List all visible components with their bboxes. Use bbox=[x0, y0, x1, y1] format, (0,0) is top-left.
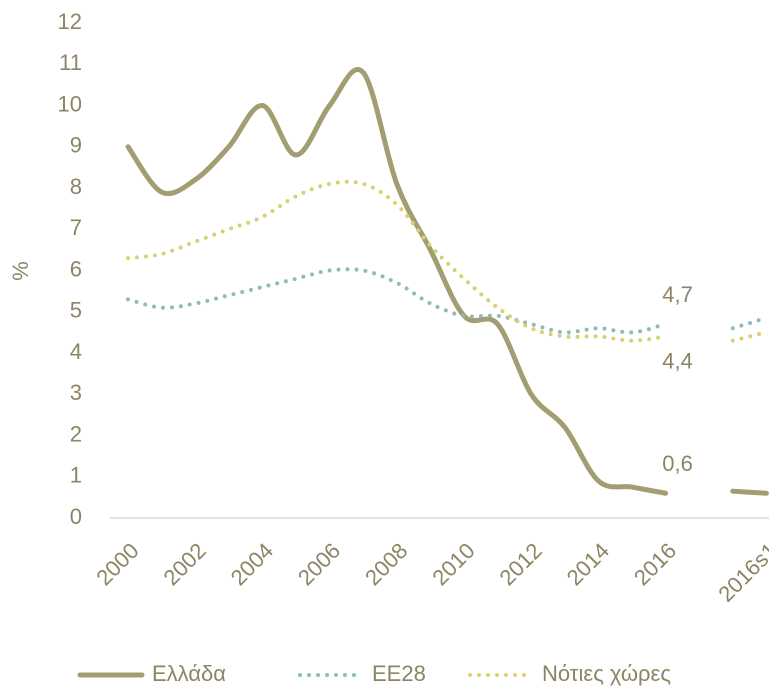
x-tick-label: 2006 bbox=[293, 538, 345, 590]
y-tick-label: 3 bbox=[70, 380, 82, 405]
x-tick-label: 2010 bbox=[427, 538, 479, 590]
y-axis-label: % bbox=[8, 261, 33, 281]
y-tick-label: 10 bbox=[58, 91, 82, 116]
series-line bbox=[126, 267, 769, 335]
y-tick-label: 5 bbox=[70, 298, 82, 323]
y-tick-label: 8 bbox=[70, 174, 82, 199]
series-line bbox=[125, 67, 769, 496]
y-tick-label: 0 bbox=[70, 504, 82, 529]
legend-label: Ελλάδα bbox=[152, 661, 226, 686]
data-label: 4,7 bbox=[662, 282, 693, 307]
x-tick-label: 2002 bbox=[159, 538, 211, 590]
legend-label: ΕΕ28 bbox=[372, 661, 426, 686]
y-tick-label: 11 bbox=[59, 50, 82, 75]
y-tick-label: 9 bbox=[70, 133, 82, 158]
series-line bbox=[126, 179, 769, 343]
y-tick-label: 12 bbox=[58, 9, 82, 34]
y-tick-label: 1 bbox=[70, 463, 82, 488]
data-label: 4,4 bbox=[662, 348, 693, 373]
x-tick-label: 2016 bbox=[629, 538, 681, 590]
x-tick-label: 2008 bbox=[360, 538, 412, 590]
y-tick-label: 7 bbox=[70, 215, 82, 240]
data-label: 0,6 bbox=[662, 451, 693, 476]
legend-label: Νότιες χώρες bbox=[542, 661, 671, 686]
x-tick-label: 2012 bbox=[495, 538, 547, 590]
y-tick-label: 6 bbox=[70, 256, 82, 281]
x-tick-label: 2000 bbox=[91, 538, 143, 590]
x-tick-label: 2016s1 bbox=[713, 538, 769, 607]
y-tick-label: 2 bbox=[70, 421, 82, 446]
x-tick-label: 2004 bbox=[226, 538, 278, 590]
x-tick-label: 2014 bbox=[562, 538, 614, 590]
y-tick-label: 4 bbox=[70, 339, 82, 364]
